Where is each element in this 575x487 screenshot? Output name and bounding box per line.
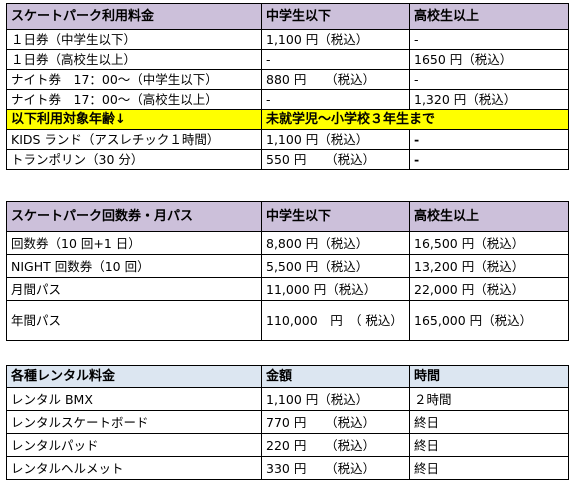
- table-row: 年間パス 110,000 円 （ 税込） 165,000 円（税込）: [6, 300, 569, 341]
- table-row: トランポリン（30 分） 550 円 （税込） -: [6, 149, 569, 170]
- rental-label: レンタル BMX: [6, 387, 262, 411]
- pass-table: スケートパーク回数券・月パス 中学生以下 高校生以上 回数券（10 回+1 日）…: [6, 201, 569, 341]
- fee-senior: -: [409, 129, 569, 150]
- pass-label: 回数券（10 回+1 日）: [6, 231, 262, 255]
- pass-senior: 165,000 円（税込）: [409, 300, 569, 341]
- rental-price: 330 円 （税込）: [261, 456, 410, 480]
- rental-header-price: 金額: [261, 365, 410, 388]
- rental-time: ２時間: [409, 387, 569, 411]
- fee-junior: 1,100 円（税込）: [261, 129, 410, 150]
- rental-time: 終日: [409, 410, 569, 434]
- fee-junior: 550 円 （税込）: [261, 149, 410, 170]
- table-row: １日券（高校生以上） - 1650 円（税込）: [6, 49, 569, 70]
- rental-time: 終日: [409, 433, 569, 457]
- park-fee-header-category: スケートパーク利用料金: [6, 3, 262, 30]
- table-row: レンタル BMX 1,100 円（税込） ２時間: [6, 387, 569, 411]
- fee-junior: 880 円 （税込）: [261, 69, 410, 90]
- pass-junior: 8,800 円（税込）: [261, 231, 410, 255]
- pass-junior: 5,500 円（税込）: [261, 254, 410, 278]
- table-row: NIGHT 回数券（10 回） 5,500 円（税込） 13,200 円（税込）: [6, 254, 569, 278]
- fee-label: １日券（中学生以下）: [6, 29, 262, 50]
- pass-header-row: スケートパーク回数券・月パス 中学生以下 高校生以上: [6, 201, 569, 232]
- rental-price: 1,100 円（税込）: [261, 387, 410, 411]
- pass-senior: 22,000 円（税込）: [409, 277, 569, 301]
- age-target-label: 以下利用対象年齢↓: [6, 109, 262, 130]
- table-row: 月間パス 11,000 円（税込） 22,000 円（税込）: [6, 277, 569, 301]
- pass-label: 年間パス: [6, 300, 262, 341]
- fee-senior: -: [409, 69, 569, 90]
- pass-junior: 11,000 円（税込）: [261, 277, 410, 301]
- rental-label: レンタルスケートボード: [6, 410, 262, 434]
- rental-header-category: 各種レンタル料金: [6, 365, 262, 388]
- fee-label: KIDS ランド（アスレチック１時間）: [6, 129, 262, 150]
- fee-label: １日券（高校生以上）: [6, 49, 262, 70]
- rental-price: 220 円 （税込）: [261, 433, 410, 457]
- age-highlight-row: 以下利用対象年齢↓ 未就学児～小学校３年生まで: [6, 109, 569, 130]
- pass-senior: 16,500 円（税込）: [409, 231, 569, 255]
- rental-label: レンタルパッド: [6, 433, 262, 457]
- fee-senior: -: [409, 29, 569, 50]
- table-row: ナイト券 17：00～（高校生以上） - 1,320 円（税込）: [6, 89, 569, 110]
- pass-header-junior: 中学生以下: [261, 201, 410, 232]
- pass-label: NIGHT 回数券（10 回）: [6, 254, 262, 278]
- table-row: レンタルスケートボード 770 円 （税込） 終日: [6, 410, 569, 434]
- table-row: レンタルパッド 220 円 （税込） 終日: [6, 433, 569, 457]
- rental-label: レンタルヘルメット: [6, 456, 262, 480]
- pass-junior: 110,000 円 （ 税込）: [261, 300, 410, 341]
- pass-header-category: スケートパーク回数券・月パス: [6, 201, 262, 232]
- pass-senior: 13,200 円（税込）: [409, 254, 569, 278]
- rental-price: 770 円 （税込）: [261, 410, 410, 434]
- park-fee-header-junior: 中学生以下: [261, 3, 410, 30]
- park-fee-table: スケートパーク利用料金 中学生以下 高校生以上 １日券（中学生以下） 1,100…: [6, 3, 569, 170]
- fee-senior: 1650 円（税込）: [409, 49, 569, 70]
- table-row: ナイト券 17：00～（中学生以下） 880 円 （税込） -: [6, 69, 569, 90]
- fee-senior: -: [409, 149, 569, 170]
- fee-junior: 1,100 円（税込）: [261, 29, 410, 50]
- pass-label: 月間パス: [6, 277, 262, 301]
- fee-label: ナイト券 17：00～（高校生以上）: [6, 89, 262, 110]
- table-row: KIDS ランド（アスレチック１時間） 1,100 円（税込） -: [6, 129, 569, 150]
- fee-label: ナイト券 17：00～（中学生以下）: [6, 69, 262, 90]
- rental-header-row: 各種レンタル料金 金額 時間: [6, 365, 569, 388]
- fee-senior: 1,320 円（税込）: [409, 89, 569, 110]
- fee-junior: -: [261, 49, 410, 70]
- pass-header-senior: 高校生以上: [409, 201, 569, 232]
- table-row: レンタルヘルメット 330 円 （税込） 終日: [6, 456, 569, 480]
- rental-header-time: 時間: [409, 365, 569, 388]
- table-row: １日券（中学生以下） 1,100 円（税込） -: [6, 29, 569, 50]
- rental-time: 終日: [409, 456, 569, 480]
- table-row: 回数券（10 回+1 日） 8,800 円（税込） 16,500 円（税込）: [6, 231, 569, 255]
- park-fee-header-senior: 高校生以上: [409, 3, 569, 30]
- age-target-value: 未就学児～小学校３年生まで: [261, 109, 569, 130]
- fee-label: トランポリン（30 分）: [6, 149, 262, 170]
- rental-table: 各種レンタル料金 金額 時間 レンタル BMX 1,100 円（税込） ２時間 …: [6, 365, 569, 480]
- park-fee-header-row: スケートパーク利用料金 中学生以下 高校生以上: [6, 3, 569, 30]
- fee-junior: -: [261, 89, 410, 110]
